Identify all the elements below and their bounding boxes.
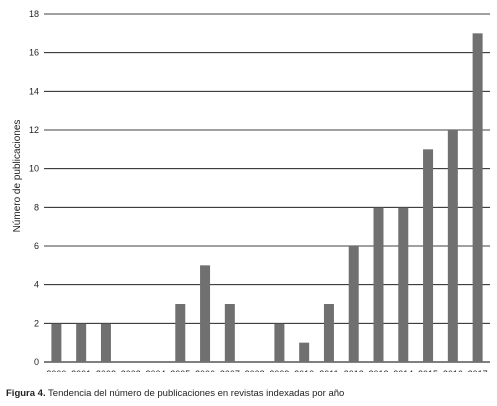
y-tick-labels: 0 2 4 6 8 10 12 14 16 18 [29, 9, 39, 367]
x-tick-label-2000: 2000 [46, 369, 66, 372]
bar-2010 [299, 342, 310, 362]
x-tick-label-2013: 2013 [368, 369, 388, 372]
x-tick-label-2002: 2002 [96, 369, 116, 372]
bar-2012 [348, 246, 359, 362]
y-tick-label-8: 8 [34, 202, 39, 212]
x-tick-label-2011: 2011 [319, 369, 338, 372]
caption-label: Figura 4. [6, 388, 46, 399]
bar-chart: Número de publicaciones 024681012141618 … [12, 9, 490, 372]
bar-2013 [373, 207, 384, 362]
bar-2009 [274, 323, 285, 362]
x-tick-label-2014: 2014 [393, 369, 413, 372]
bar-2016 [447, 130, 458, 362]
figure-caption: Figura 4. Tendencia del número de public… [6, 388, 344, 399]
bar-2017 [472, 33, 483, 362]
grid-lines [44, 13, 490, 363]
x-tick-label-2008: 2008 [245, 369, 265, 372]
bar-2001 [76, 323, 87, 362]
x-tick-label-2009: 2009 [269, 369, 289, 372]
x-tick-label-2004: 2004 [145, 369, 165, 372]
bar-2014 [398, 207, 409, 362]
bar-2011 [323, 304, 334, 362]
x-tick-label-2001: 2001 [71, 369, 91, 372]
x-tick-label-2005: 2005 [170, 369, 190, 372]
y-tick-label-12: 12 [29, 125, 39, 135]
y-tick-label-18: 18 [29, 9, 39, 19]
bars [51, 33, 483, 362]
x-tick-label-2012: 2012 [344, 369, 364, 372]
x-tick-label-2015: 2015 [418, 369, 438, 372]
bar-2007 [224, 304, 235, 362]
y-tick-label-2: 2 [34, 318, 39, 328]
bar-2000 [51, 323, 62, 362]
x-tick-label-2007: 2007 [220, 369, 240, 372]
x-tick-label-2010: 2010 [294, 369, 314, 372]
y-tick-label-14: 14 [29, 86, 39, 96]
x-tick-label-2016: 2016 [443, 369, 463, 372]
y-tick-label-10: 10 [29, 164, 39, 174]
y-axis-title: Número de publicaciones [12, 120, 23, 233]
x-tick-label-2003: 2003 [121, 369, 141, 372]
x-tick-label-2006: 2006 [195, 369, 215, 372]
caption-text: Tendencia del número de publicaciones en… [45, 388, 345, 399]
y-tick-label-4: 4 [34, 280, 39, 290]
y-tick-label-16: 16 [29, 48, 39, 58]
y-tick-label-6: 6 [34, 241, 39, 251]
bar-2006 [200, 265, 211, 362]
bar-2002 [100, 323, 111, 362]
x-tick-labels: 2000 2001 2002 2003 2004 2005 2006 2007 2008 2009… [46, 369, 487, 372]
bar-2005 [175, 304, 186, 362]
x-tick-label-2017: 2017 [468, 369, 488, 372]
y-tick-label-0: 0 [34, 357, 39, 367]
bar-2015 [423, 149, 434, 362]
